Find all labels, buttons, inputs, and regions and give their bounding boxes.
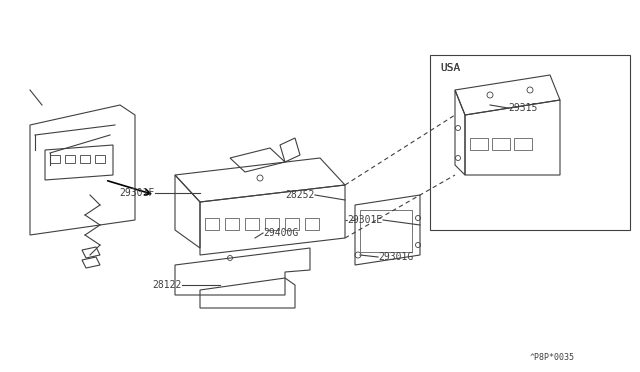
Bar <box>80 155 90 163</box>
Text: ^P8P*0035: ^P8P*0035 <box>530 353 575 362</box>
Bar <box>514 138 532 150</box>
Bar <box>360 210 412 252</box>
Bar <box>205 218 219 230</box>
Bar <box>245 218 259 230</box>
Text: 29400G: 29400G <box>263 228 298 238</box>
Bar <box>65 155 75 163</box>
Text: 29315: 29315 <box>508 103 538 113</box>
Bar <box>470 138 488 150</box>
Bar <box>305 218 319 230</box>
Bar <box>50 155 60 163</box>
Bar <box>285 218 299 230</box>
Bar <box>265 218 279 230</box>
Text: 28252: 28252 <box>285 190 315 200</box>
Text: 29301F: 29301F <box>120 188 155 198</box>
Text: USA: USA <box>440 63 460 73</box>
Text: 29301G: 29301G <box>378 252 413 262</box>
Bar <box>95 155 105 163</box>
Text: 28122: 28122 <box>152 280 182 290</box>
Text: 29301E: 29301E <box>348 215 383 225</box>
Bar <box>225 218 239 230</box>
Bar <box>430 55 630 230</box>
Text: USA: USA <box>440 63 460 73</box>
Bar <box>492 138 510 150</box>
